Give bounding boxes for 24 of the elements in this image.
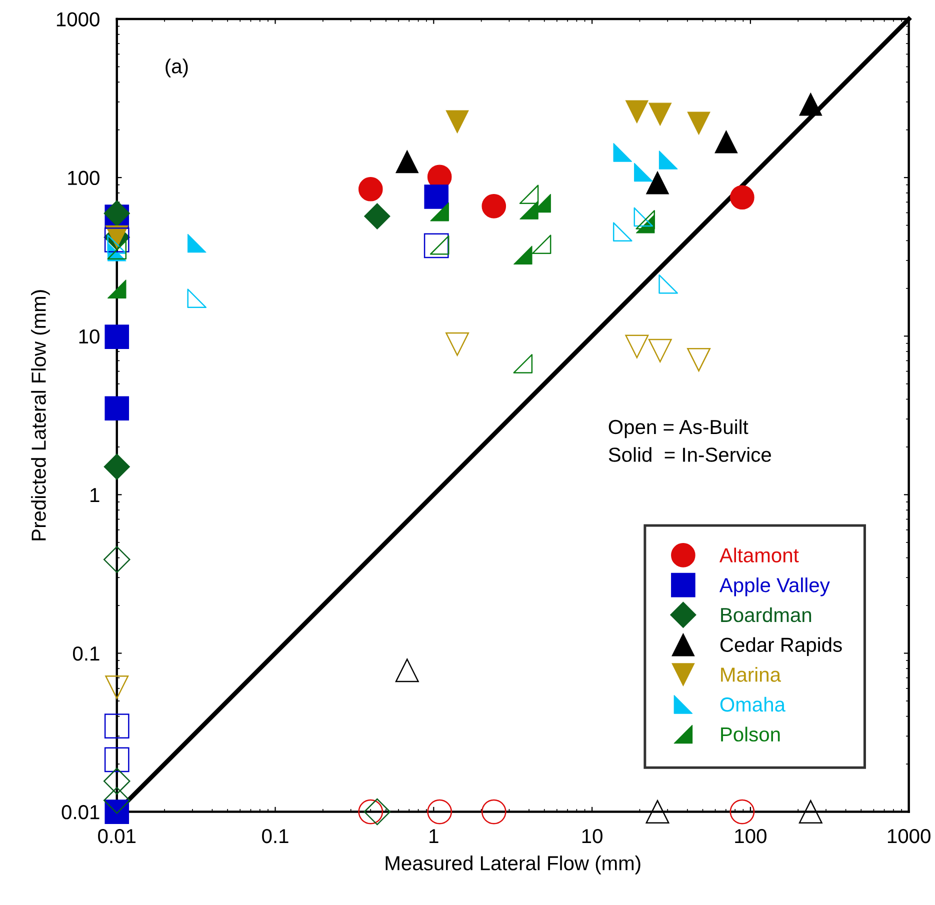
legend-label: Cedar Rapids	[720, 637, 842, 656]
y-tick-label: 10	[79, 329, 100, 344]
y-tick-label: 0.1	[73, 646, 100, 661]
x-tick-label: 100	[735, 828, 766, 844]
legend-label: Marina	[721, 667, 781, 682]
annotation: (a)	[166, 58, 188, 78]
y-tick-label: 1000	[56, 12, 100, 26]
y-tick-label: 100	[68, 170, 100, 186]
x-tick-label: 1000	[888, 828, 930, 844]
x-tick-label: 10	[582, 828, 602, 844]
y-axis-title: Predicted Lateral Flow (mm)	[31, 290, 50, 540]
annotation: Open = As-Built	[608, 419, 748, 438]
legend-label: Apple Valley	[719, 577, 830, 596]
y-tick-label: 0.01	[62, 805, 100, 820]
x-tick-label: 0.1	[262, 828, 288, 844]
legend-label: Boardman	[721, 607, 812, 622]
y-tick-label: 1	[90, 488, 100, 502]
legend-label: Omaha	[720, 696, 786, 712]
x-tick-label: 0.01	[98, 828, 136, 844]
legend-label: Altamont	[719, 548, 799, 562]
x-tick-label: 1	[430, 829, 438, 844]
x-axis-title: Measured Lateral Flow (mm)	[386, 856, 640, 874]
legend-label: Polson	[721, 726, 780, 742]
annotation: Solid = In-Service	[608, 447, 771, 462]
